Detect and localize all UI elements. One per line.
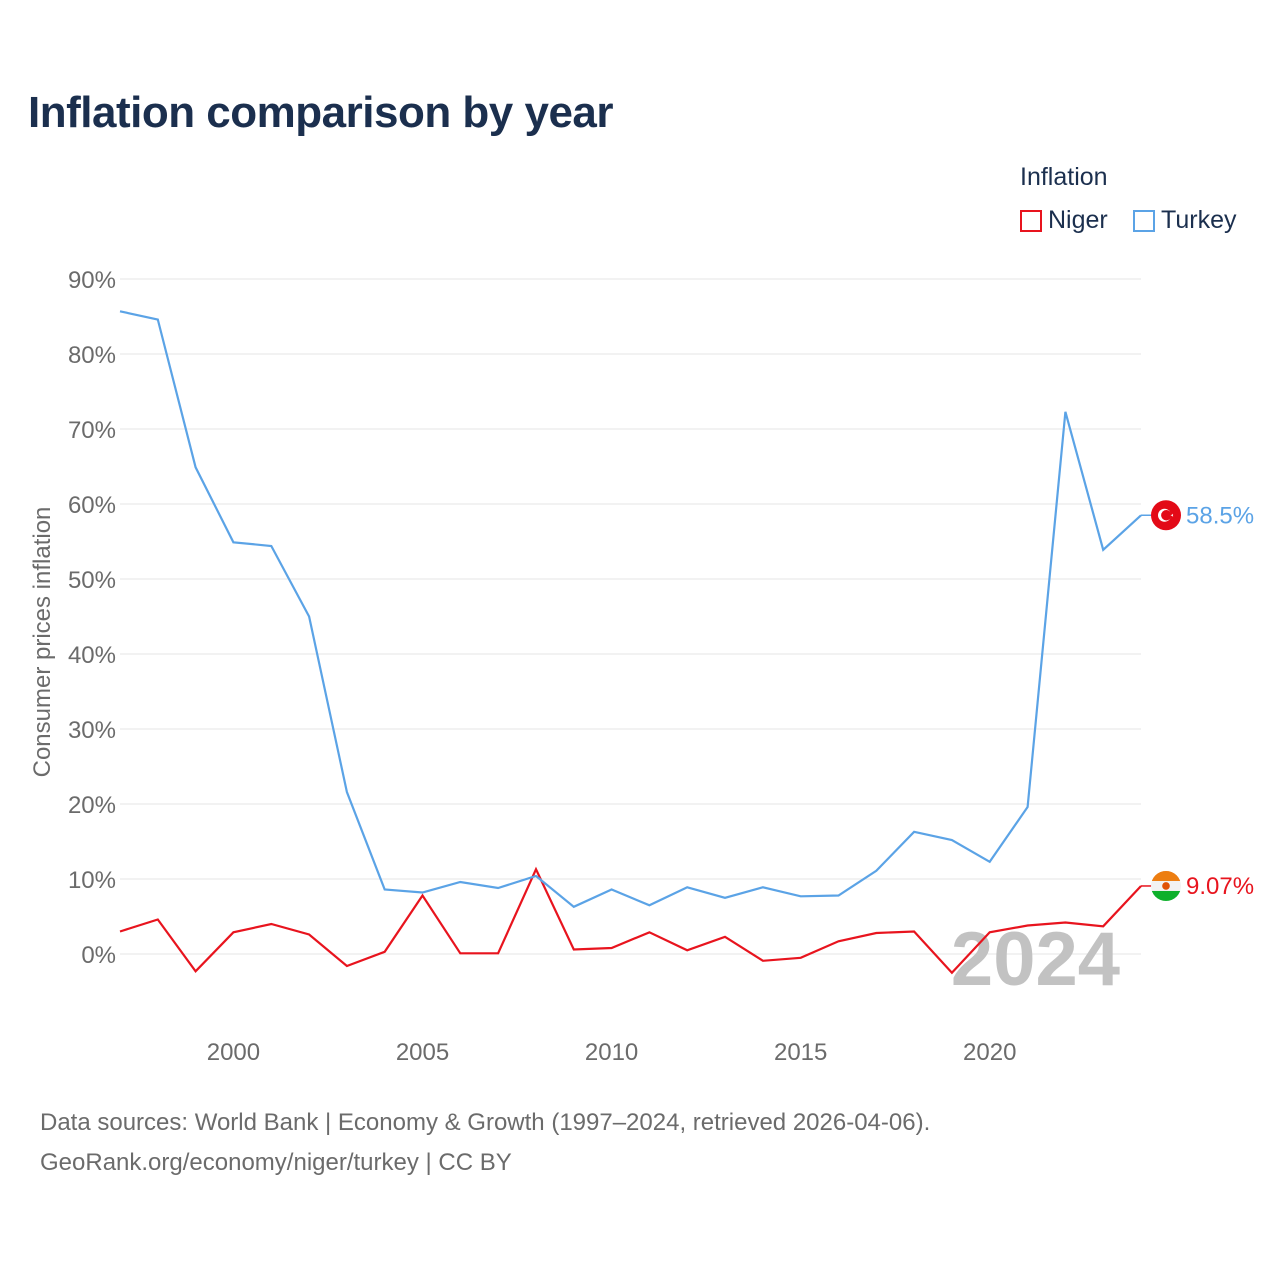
- y-tick-label: 30%: [68, 717, 116, 744]
- legend-label-turkey: Turkey: [1161, 206, 1237, 234]
- y-tick-label: 60%: [68, 492, 116, 519]
- legend-title: Inflation: [1020, 163, 1108, 191]
- x-tick-label: 2010: [585, 1039, 638, 1066]
- grid-lines: [120, 278, 1141, 955]
- turkey-flag-icon: [1151, 500, 1181, 531]
- y-tick-label: 90%: [68, 267, 116, 294]
- x-tick-label: 2020: [963, 1039, 1016, 1066]
- end-label-niger: 9.07%: [1186, 873, 1254, 900]
- y-tick-label: 50%: [68, 567, 116, 594]
- source-line-2: GeoRank.org/economy/niger/turkey | CC BY: [40, 1149, 512, 1176]
- source-line-1: Data sources: World Bank | Economy & Gro…: [40, 1109, 931, 1136]
- y-axis-label: Consumer prices inflation: [29, 507, 56, 778]
- x-tick-label: 2000: [207, 1039, 260, 1066]
- y-tick-label: 0%: [81, 942, 116, 969]
- niger-flag-icon: [1151, 870, 1181, 901]
- y-tick-label: 70%: [68, 417, 116, 444]
- chart-title: Inflation comparison by year: [28, 88, 614, 137]
- legend-swatch-niger: [1020, 209, 1042, 232]
- x-tick-label: 2005: [396, 1039, 449, 1066]
- legend-swatch-turkey: [1133, 209, 1155, 232]
- line-chart: 0% 10% 20% 30% 40% 50% 60% 70% 80% 90% 2000 2005 201…: [29, 267, 1254, 1066]
- legend-item-turkey[interactable]: Turkey: [1133, 206, 1236, 235]
- series: [119, 310, 1142, 975]
- y-tick-label: 40%: [68, 642, 116, 669]
- series-line-turkey[interactable]: [119, 310, 1142, 909]
- y-tick-label: 20%: [68, 792, 116, 819]
- end-label-turkey: 58.5%: [1186, 502, 1254, 529]
- y-tick-label: 80%: [68, 342, 116, 369]
- x-tick-label: 2015: [774, 1039, 827, 1066]
- series-line-niger[interactable]: [119, 866, 1142, 975]
- legend-label-niger: Niger: [1048, 206, 1108, 234]
- y-tick-label: 10%: [68, 867, 116, 894]
- legend-item-niger[interactable]: Niger: [1020, 206, 1108, 235]
- year-watermark: 2024: [951, 917, 1120, 1002]
- end-labels: 9.07% 58.5%: [1141, 500, 1254, 901]
- axes: 0% 10% 20% 30% 40% 50% 60% 70% 80% 90% 2000 2005 201…: [68, 267, 1016, 1066]
